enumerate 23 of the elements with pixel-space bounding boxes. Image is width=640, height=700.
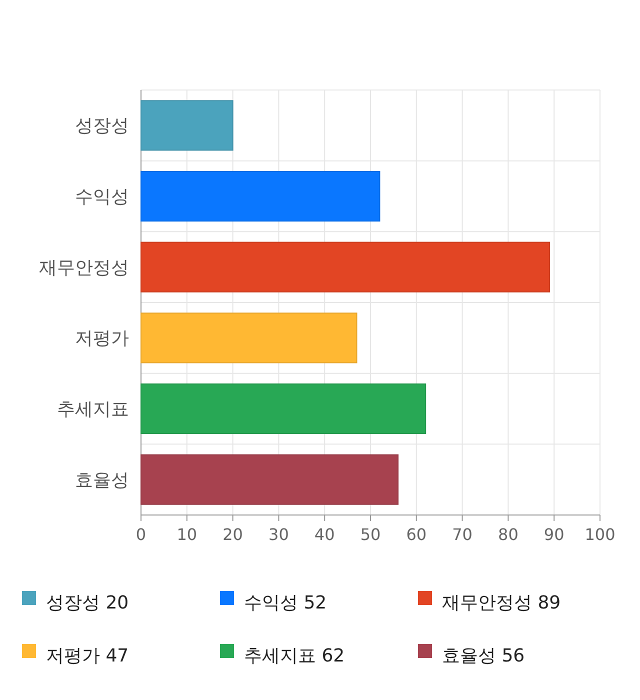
- x-tick-label: 90: [544, 525, 564, 544]
- y-tick-label: 수익성: [75, 186, 129, 208]
- y-tick-label: 재무안정성: [39, 257, 129, 278]
- x-tick-label: 40: [314, 525, 335, 544]
- y-tick-label: 효율성: [75, 470, 129, 491]
- x-tick-label: 30: [268, 525, 289, 544]
- y-tick-label: 성장성: [75, 116, 129, 137]
- legend-label: 추세지표 62: [244, 645, 345, 666]
- y-tick-label: 저평가: [75, 328, 129, 350]
- legend-label: 효율성 56: [442, 645, 525, 666]
- x-tick-label: 70: [452, 525, 472, 544]
- x-tick-label: 60: [406, 525, 427, 544]
- legend-label: 수익성 52: [244, 592, 327, 614]
- x-tick-label: 50: [360, 525, 381, 544]
- x-tick-label: 0: [136, 525, 146, 544]
- x-tick-label: 10: [176, 525, 198, 544]
- legend-label: 성장성 20: [46, 592, 129, 614]
- x-tick-label: 80: [498, 525, 518, 544]
- legend-label: 저평가 47: [46, 645, 129, 666]
- x-tick-label: 20: [222, 525, 243, 544]
- y-tick-label: 추세지표: [57, 399, 129, 420]
- legend-label: 재무안정성 89: [442, 592, 561, 614]
- x-tick-label: 100: [584, 525, 616, 544]
